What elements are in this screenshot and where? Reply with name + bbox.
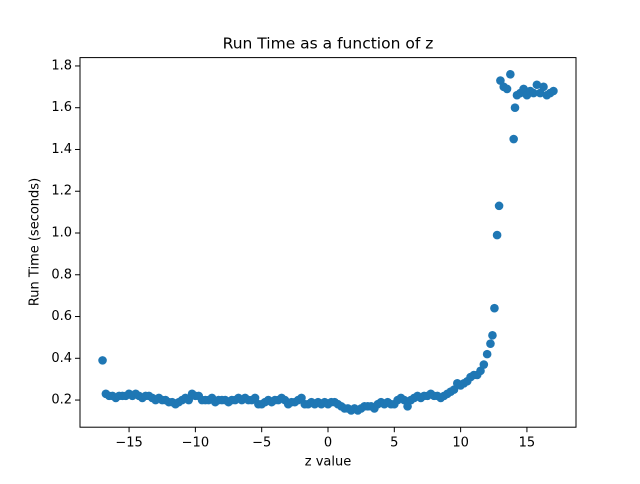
y-tick-label: 0.8 [51,267,72,282]
point [502,84,512,94]
y-tick-label: 1.6 [51,100,72,115]
x-tick-label: 10 [452,436,469,451]
y-axis-label: Run Time (seconds) [28,178,43,306]
x-tick-label: −15 [115,436,142,451]
chart-title: Run Time as a function of z [223,35,434,53]
point [490,303,499,313]
y-tick-label: 0.6 [51,309,72,324]
point [549,86,558,96]
x-tick-label: −5 [252,436,271,451]
point [510,103,520,113]
y-tick-label: 1.2 [51,184,72,199]
point [532,80,542,90]
point [506,70,515,79]
x-axis-label: z value [305,455,351,470]
axes-frame [79,57,577,428]
point [509,134,518,144]
x-tick-label: −10 [182,436,209,451]
point [488,331,497,340]
point [529,88,538,98]
x-tick-label: 15 [519,436,536,451]
point [486,339,495,348]
point [494,201,504,211]
point [482,349,492,359]
y-tick-label: 1.8 [51,58,72,73]
point [98,356,107,365]
point [492,230,502,240]
y-tick-label: 1.4 [51,142,72,157]
point [479,360,489,369]
x-tick-label: 0 [324,436,332,451]
point [539,82,548,92]
y-tick-label: 0.2 [51,393,72,408]
plot-area [98,70,558,415]
y-tick-label: 0.4 [51,351,72,366]
x-tick-label: 5 [390,436,398,451]
y-tick-label: 1.0 [51,226,72,241]
